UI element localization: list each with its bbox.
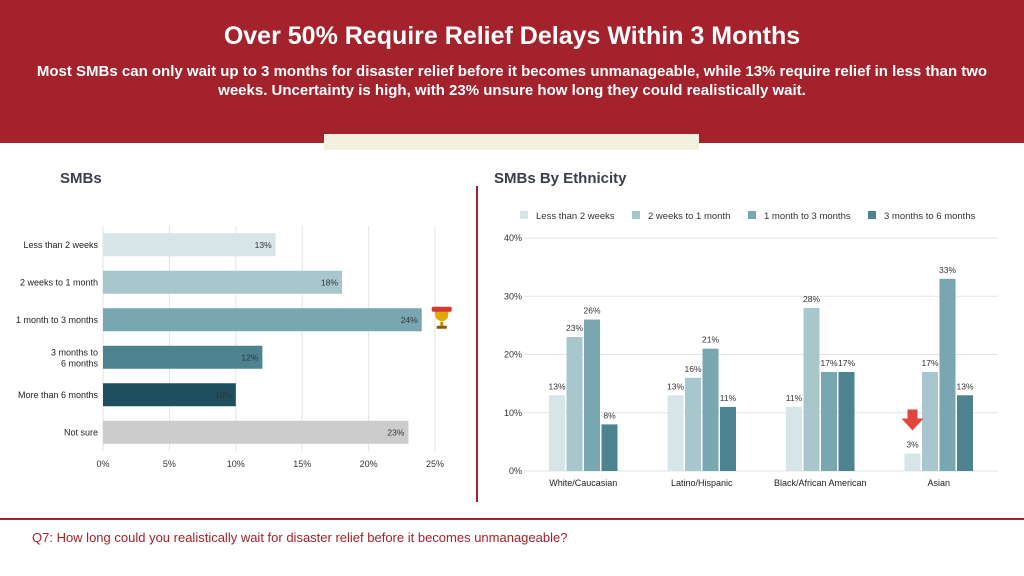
bar <box>601 424 618 471</box>
trophy-stem <box>440 321 444 326</box>
bar <box>103 383 236 407</box>
data-label: 28% <box>803 294 820 304</box>
bar <box>549 395 565 471</box>
y-tick-label: 20% <box>504 350 522 360</box>
bar <box>922 371 938 471</box>
data-label: 13% <box>956 381 973 391</box>
trophy-base <box>436 325 447 329</box>
trophy-ribbon <box>431 306 452 312</box>
bar <box>566 337 583 471</box>
legend-label: 2 weeks to 1 month <box>648 211 730 222</box>
category-label: Less than 2 weeks <box>23 240 98 250</box>
legend-swatch <box>520 211 528 219</box>
x-tick-label: 10% <box>227 459 245 469</box>
legend-label: 3 months to 6 months <box>884 211 976 222</box>
data-label: 17% <box>921 358 938 368</box>
bar <box>803 307 820 471</box>
data-label: 13% <box>255 240 272 250</box>
bar <box>957 395 973 471</box>
category-label: 1 month to 3 months <box>16 315 99 325</box>
page-subtitle: Most SMBs can only wait up to 3 months f… <box>36 63 988 99</box>
footer-divider <box>0 518 1024 520</box>
trophy-icon <box>431 306 452 329</box>
accent-bar <box>324 134 699 150</box>
bar <box>720 406 736 471</box>
x-tick-label: 0% <box>96 459 109 469</box>
data-label: 26% <box>583 306 600 316</box>
data-label: 13% <box>667 381 684 391</box>
data-label: 16% <box>684 364 701 374</box>
y-tick-label: 30% <box>504 291 522 301</box>
ethnicity-bar-chart: Less than 2 weeks 2 weeks to 1 month 1 mon… <box>504 211 998 488</box>
data-label: 23% <box>387 427 404 437</box>
data-label: 33% <box>939 265 956 275</box>
legend-swatch <box>632 211 640 219</box>
bar <box>838 371 855 471</box>
smbs-bar-chart: 0% 5% 10% 15% 20% 25% 13% Less than 2 weeks 18% 2… <box>16 226 452 469</box>
category-label: Not sure <box>64 427 98 437</box>
y-tick-label: 10% <box>504 408 522 418</box>
x-tick-label: 25% <box>426 459 444 469</box>
arrow-head <box>901 418 924 431</box>
bar <box>685 377 701 471</box>
category-label: Latino/Hispanic <box>671 478 733 488</box>
category-label: More than 6 months <box>18 390 99 400</box>
data-label: 17% <box>820 358 837 368</box>
bar <box>103 308 422 332</box>
y-tick-label: 0% <box>509 466 522 476</box>
legend-swatch <box>748 211 756 219</box>
bar <box>584 319 600 471</box>
page-title: Over 50% Require Relief Delays Within 3 … <box>223 22 801 50</box>
x-tick-label: 5% <box>163 459 176 469</box>
bar <box>103 233 276 257</box>
bar <box>702 348 719 471</box>
down-arrow-icon <box>901 409 924 431</box>
bar <box>667 395 684 471</box>
data-label: 13% <box>548 381 565 391</box>
legend-label: 1 month to 3 months <box>764 211 851 222</box>
data-label: 18% <box>321 277 338 287</box>
data-label: 12% <box>241 352 258 362</box>
category-label: 6 months <box>61 358 99 368</box>
data-label: 11% <box>720 393 737 403</box>
legend-swatch <box>868 211 876 219</box>
legend-label: Less than 2 weeks <box>536 211 615 222</box>
data-label: 3% <box>906 440 919 450</box>
y-tick-label: 40% <box>504 233 522 243</box>
bar <box>103 420 409 444</box>
category-label: 3 months to <box>51 347 98 357</box>
x-tick-label: 15% <box>293 459 311 469</box>
bar <box>821 371 837 471</box>
survey-question: Q7: How long could you realistically wai… <box>32 530 568 545</box>
bar <box>904 453 921 471</box>
category-label: 2 weeks to 1 month <box>20 277 98 287</box>
x-tick-label: 20% <box>360 459 378 469</box>
data-label: 17% <box>838 358 855 368</box>
bar <box>103 270 343 294</box>
data-label: 21% <box>702 335 719 345</box>
left-chart-title: SMBs <box>60 170 102 187</box>
right-chart-title: SMBs By Ethnicity <box>494 170 627 187</box>
panel-divider <box>476 186 478 502</box>
data-label: 8% <box>603 410 616 420</box>
data-label: 10% <box>215 390 232 400</box>
bar <box>939 278 956 471</box>
header-banner <box>0 0 1024 143</box>
category-label: Asian <box>927 478 950 488</box>
category-label: Black/African American <box>774 478 867 488</box>
data-label: 23% <box>566 323 583 333</box>
data-label: 11% <box>786 393 803 403</box>
bar <box>103 345 263 369</box>
trophy-cup <box>434 310 449 322</box>
category-label: White/Caucasian <box>549 478 617 488</box>
data-label: 24% <box>401 315 418 325</box>
arrow-shaft <box>907 409 918 419</box>
bar <box>786 406 802 471</box>
